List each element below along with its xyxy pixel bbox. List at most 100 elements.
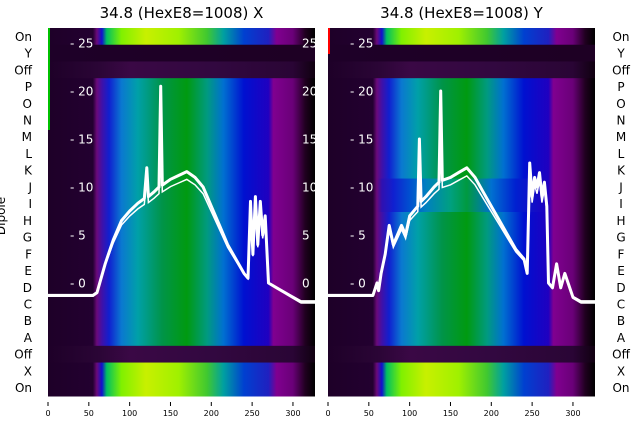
xtick-label: 200: [484, 409, 499, 418]
row-label: O: [23, 97, 32, 111]
heatmap-row: [48, 111, 315, 129]
heatmap-row: [48, 145, 315, 163]
row-label: G: [23, 231, 32, 245]
xtick-label: 300: [565, 409, 580, 418]
overlay-ytick-label: - 0: [70, 277, 86, 291]
row-label: F: [25, 247, 32, 261]
row-label: O: [616, 97, 625, 111]
heatmap-row: [48, 128, 315, 146]
heatmap-row: [48, 245, 315, 263]
panel-title: 34.8 (HexE8=1008) X: [100, 4, 264, 22]
overlay-ytick-label: 20: [302, 85, 317, 99]
row-label: Off: [612, 348, 630, 362]
heatmap-row: [328, 212, 595, 230]
panel-y: 34.8 (HexE8=1008) Y On Y Off PONMLKJIHGFEDCB…: [325, 4, 630, 418]
heatmap-row: [328, 28, 595, 46]
row-label: A: [24, 331, 33, 345]
row-label: K: [24, 164, 33, 178]
overlay-ytick-label: 5: [302, 229, 310, 243]
overlay-ytick-label: - 0: [350, 277, 366, 291]
xtick-label: 0: [325, 409, 330, 418]
heatmap-row: [48, 295, 315, 313]
overlay-ytick-label: - 5: [350, 229, 366, 243]
overlay-ytick-label: 0: [302, 277, 310, 291]
heatmap-row: [48, 44, 315, 62]
heatmap-row: [328, 329, 595, 347]
heatmap-row: [48, 345, 315, 364]
xtick-label: 250: [244, 409, 259, 418]
xtick-label: 200: [204, 409, 219, 418]
overlay-ytick-label: - 10: [70, 181, 93, 195]
row-label: D: [616, 281, 625, 295]
heatmap-row: [48, 94, 315, 113]
row-label: M: [22, 130, 32, 144]
overlay-ytick-label: - 20: [70, 85, 93, 99]
heatmap-row: [48, 28, 315, 46]
row-label: D: [23, 281, 32, 295]
heatmap-row: [328, 195, 595, 213]
row-label: K: [617, 164, 626, 178]
heatmap-row: [328, 94, 595, 113]
row-label: B: [24, 314, 32, 328]
heatmap-row: [48, 228, 315, 246]
row-label: J: [27, 180, 32, 194]
heatmap-row: [48, 362, 315, 380]
row-label: P: [25, 80, 32, 94]
heatmap-row: [48, 379, 315, 397]
heatmap-row: [48, 195, 315, 213]
heatmap-row: [328, 295, 595, 313]
row-label: B: [617, 314, 625, 328]
xtick-label: 300: [285, 409, 300, 418]
row-label: J: [618, 180, 623, 194]
heatmap-row: [328, 128, 595, 146]
row-label: C: [617, 298, 625, 312]
heatmap-row: [328, 379, 595, 397]
row-label: On: [15, 30, 32, 44]
xtick-label: 100: [402, 409, 417, 418]
xtick-label: 50: [84, 409, 94, 418]
overlay-ytick-label: 25: [302, 37, 317, 51]
overlay-line: [328, 104, 595, 302]
overlay-ytick-label: - 15: [350, 133, 373, 147]
heatmap-row: [48, 312, 315, 330]
overlay-ytick-label: - 15: [70, 133, 93, 147]
overlay-ytick-label: - 10: [350, 181, 373, 195]
panel-title: 34.8 (HexE8=1008) Y: [380, 4, 544, 22]
row-label: Y: [616, 47, 625, 61]
heatmap-row: [48, 178, 315, 196]
xtick-label: 150: [443, 409, 458, 418]
xtick-label: 50: [364, 409, 374, 418]
overlay-ytick-label: 15: [302, 133, 317, 147]
edge-marker: [48, 28, 50, 130]
heatmap-row: [328, 278, 595, 297]
heatmap-row: [48, 212, 315, 230]
row-label: On: [612, 381, 629, 395]
panel-x: 34.8 (HexE8=1008) X On Y Off PONMLKJIHGFEDCB…: [14, 4, 317, 418]
row-label: On: [612, 30, 629, 44]
heatmap-row: [328, 362, 595, 380]
heatmap-row: [328, 111, 595, 129]
heatmap-row: [328, 228, 595, 246]
heatmap-row: [48, 262, 315, 280]
overlay-line: [48, 99, 315, 302]
heatmap-row: [328, 78, 595, 96]
row-label: Off: [612, 63, 630, 77]
row-label: N: [617, 114, 626, 128]
row-label: H: [23, 214, 32, 228]
row-label: Off: [14, 348, 32, 362]
overlay-ytick-label: - 5: [70, 229, 86, 243]
row-label: On: [15, 381, 32, 395]
xtick-label: 100: [122, 409, 137, 418]
xtick-label: 150: [163, 409, 178, 418]
row-label: N: [23, 114, 32, 128]
row-label: Y: [24, 47, 33, 61]
overlay-ytick-label: - 25: [350, 37, 373, 51]
row-label: E: [24, 264, 32, 278]
row-label: M: [616, 130, 626, 144]
heatmap-row: [328, 245, 595, 263]
row-label: E: [617, 264, 625, 278]
row-label: F: [618, 247, 625, 261]
overlay-ytick-label: - 20: [350, 85, 373, 99]
overlay-ytick-label: - 25: [70, 37, 93, 51]
row-label: Off: [14, 63, 32, 77]
